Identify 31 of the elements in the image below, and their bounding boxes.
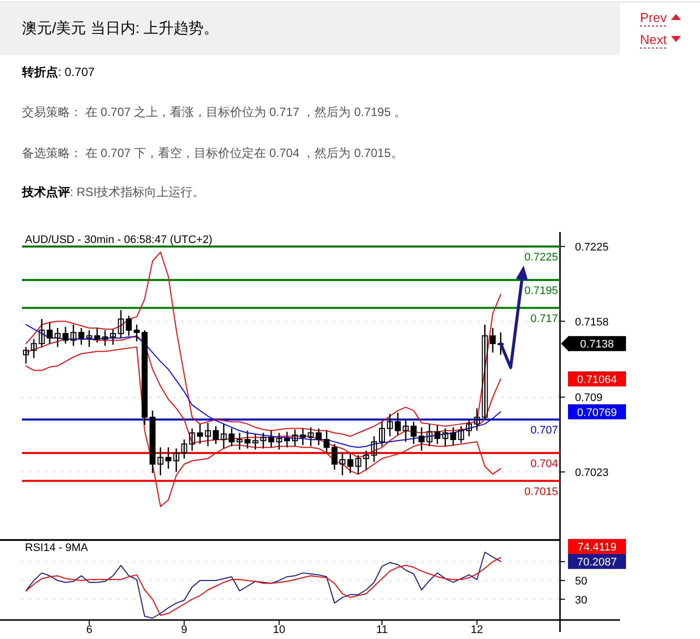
ref-line-label: 0.707 xyxy=(530,424,558,436)
x-tick-label: 6 xyxy=(86,624,92,636)
text: 备选策略： 在 0.707 下，看空，目标价位定在 0.704 ，然后为 0.7015。 xyxy=(22,146,403,160)
ref-line-label: 0.704 xyxy=(530,458,558,470)
ref-line-label: 0.7195 xyxy=(524,284,558,297)
badge: 0.70769 xyxy=(568,404,626,420)
chart-subtitle: AUD/USD - 30min - 06:58:47 (UTC+2) xyxy=(25,234,212,246)
ref-line-label: 0.7225 xyxy=(524,252,558,264)
x-tick-label: 9 xyxy=(181,624,188,636)
line-series xyxy=(25,252,502,437)
y-tick-label: 0.7158 xyxy=(575,316,609,328)
y-tick-label: 30 xyxy=(575,594,588,606)
y-tick-label: 0.7023 xyxy=(575,466,609,479)
y-tick-label: 50 xyxy=(575,575,588,588)
text: 交易策略： 在 0.707 之上，看涨，目标价位为 0.717 ，然后为 0.7195 。 xyxy=(22,105,406,119)
y-tick-label: 0.7225 xyxy=(575,242,609,254)
x-tick-label: 12 xyxy=(470,624,484,636)
x-tick-label: 11 xyxy=(376,624,388,636)
badge: 74.4119 xyxy=(568,538,626,554)
chart-title: 澳元/美元 当日内: 上升趋势。 xyxy=(22,20,219,37)
text: 转折点: 0.707 xyxy=(21,65,96,79)
y-tick-label: 0.709 xyxy=(575,392,603,404)
ref-line-label: 0.7015 xyxy=(524,486,558,498)
chart-title: RSI14 - 9MA xyxy=(25,542,89,554)
text: 技术点评: RSI技术指标向上运行。 xyxy=(21,185,205,199)
badge: 0.71064 xyxy=(568,371,626,386)
nav-link: Prev xyxy=(640,10,668,26)
badge: 70.2087 xyxy=(568,554,626,569)
nav-link: Next xyxy=(640,32,668,48)
x-tick-label: 10 xyxy=(273,624,286,636)
ref-line-label: 0.717 xyxy=(530,312,558,325)
